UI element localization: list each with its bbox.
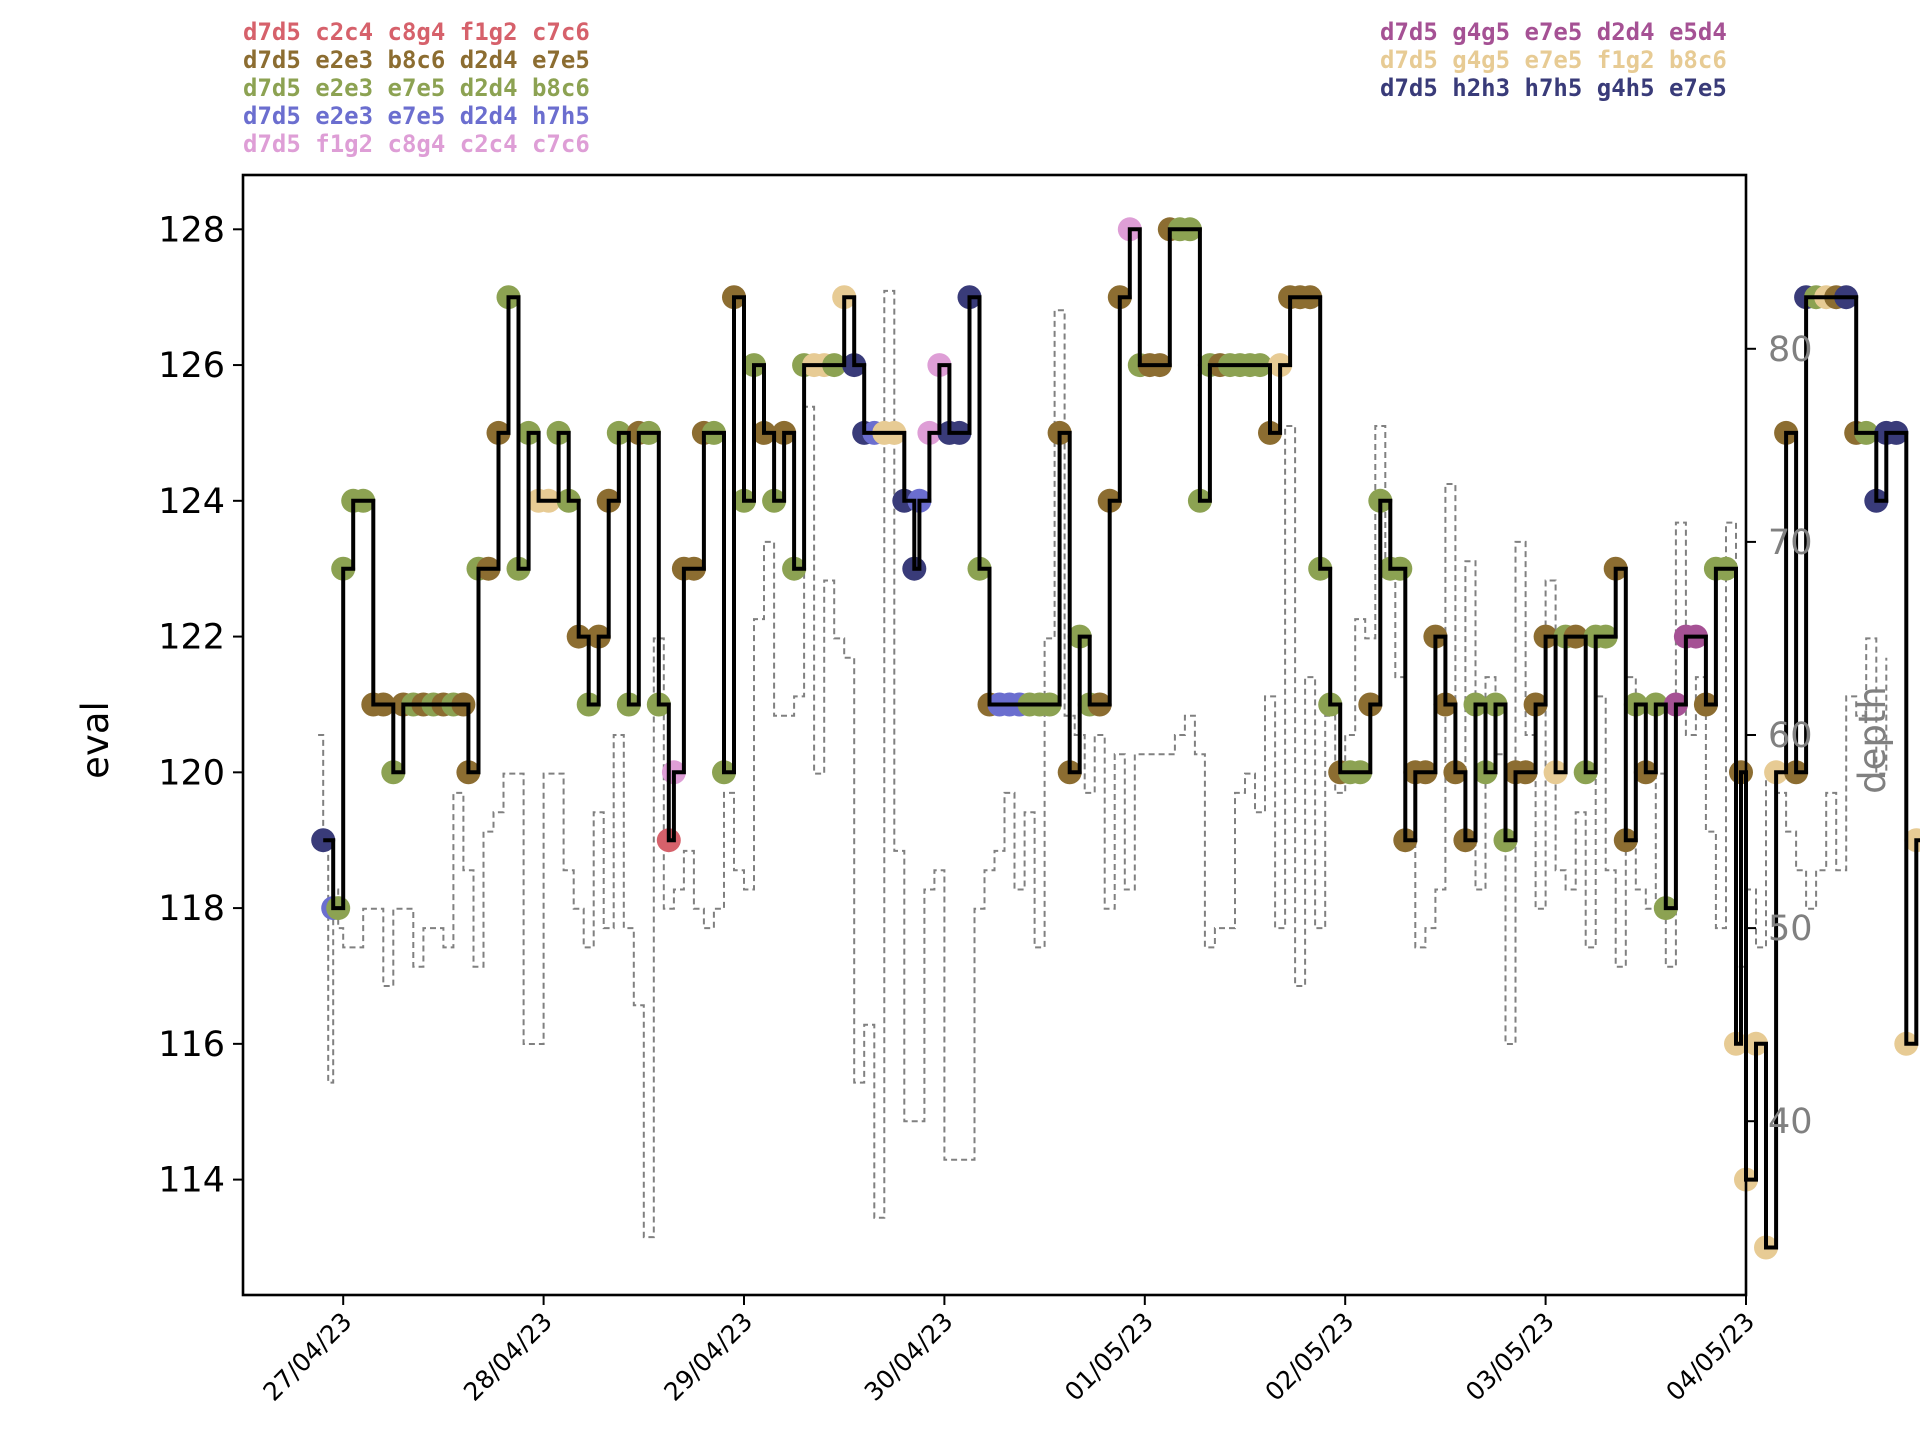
y2-tick-label: 50 xyxy=(1768,909,1813,949)
x-tick-label: 03/05/23 xyxy=(1460,1307,1560,1407)
eval-line xyxy=(323,227,1920,1250)
x-tick-label: 28/04/23 xyxy=(458,1307,558,1407)
x-tick-label: 02/05/23 xyxy=(1260,1307,1360,1407)
y-axis-eval: 114 116 118 120 122 124 126 128 xyxy=(158,210,243,1201)
eval-series xyxy=(323,227,1920,1250)
legend-entry-2: d7d5 e2e3 e7e5 d2d4 b8c6 xyxy=(243,74,590,102)
legend-entry-1: d7d5 e2e3 b8c6 d2d4 e7e5 xyxy=(243,46,590,74)
x-tick-label: 01/05/23 xyxy=(1059,1307,1159,1407)
y2-axis-label: depth xyxy=(1851,686,1894,794)
eval-points xyxy=(311,217,1920,1260)
x-tick-label: 04/05/23 xyxy=(1660,1307,1760,1407)
x-tick-label: 29/04/23 xyxy=(658,1307,758,1407)
y2-tick-label: 60 xyxy=(1768,716,1813,756)
legend-right: d7d5 g4g5 e7e5 d2d4 e5d4 d7d5 g4g5 e7e5 … xyxy=(1380,18,1727,102)
legend-entry-7: d7d5 h2h3 h7h5 g4h5 e7e5 xyxy=(1380,74,1727,102)
y-tick-label: 118 xyxy=(158,889,225,929)
y2-tick-label: 80 xyxy=(1768,330,1813,370)
x-axis: 27/04/23 28/04/23 29/04/23 30/04/23 01/05/23… xyxy=(258,1295,1760,1407)
y-axis-depth: 40 50 60 70 80 xyxy=(1746,330,1813,1142)
x-tick-label: 30/04/23 xyxy=(859,1307,959,1407)
legend-entry-4: d7d5 f1g2 c8g4 c2c4 c7c6 xyxy=(243,130,590,158)
y-tick-label: 114 xyxy=(158,1161,225,1201)
y2-tick-label: 40 xyxy=(1768,1102,1813,1142)
y-axis-label: eval xyxy=(74,701,117,779)
legend-left: d7d5 c2c4 c8g4 f1g2 c7c6 d7d5 e2e3 b8c6 … xyxy=(243,18,590,158)
x-tick-label: 27/04/23 xyxy=(258,1307,358,1407)
y-tick-label: 126 xyxy=(158,346,225,386)
legend-entry-5: d7d5 g4g5 e7e5 d2d4 e5d4 xyxy=(1380,18,1727,46)
y-tick-label: 122 xyxy=(158,618,225,658)
y-tick-label: 124 xyxy=(158,482,225,522)
legend-entry-0: d7d5 c2c4 c8g4 f1g2 c7c6 xyxy=(243,18,590,46)
y-tick-label: 120 xyxy=(158,753,225,793)
y2-tick-label: 70 xyxy=(1768,523,1813,563)
y-tick-label: 116 xyxy=(158,1025,225,1065)
legend-entry-6: d7d5 g4g5 e7e5 f1g2 b8c6 xyxy=(1380,46,1727,74)
y-tick-label: 128 xyxy=(158,210,225,250)
legend-entry-3: d7d5 e2e3 e7e5 d2d4 h7h5 xyxy=(243,102,590,130)
